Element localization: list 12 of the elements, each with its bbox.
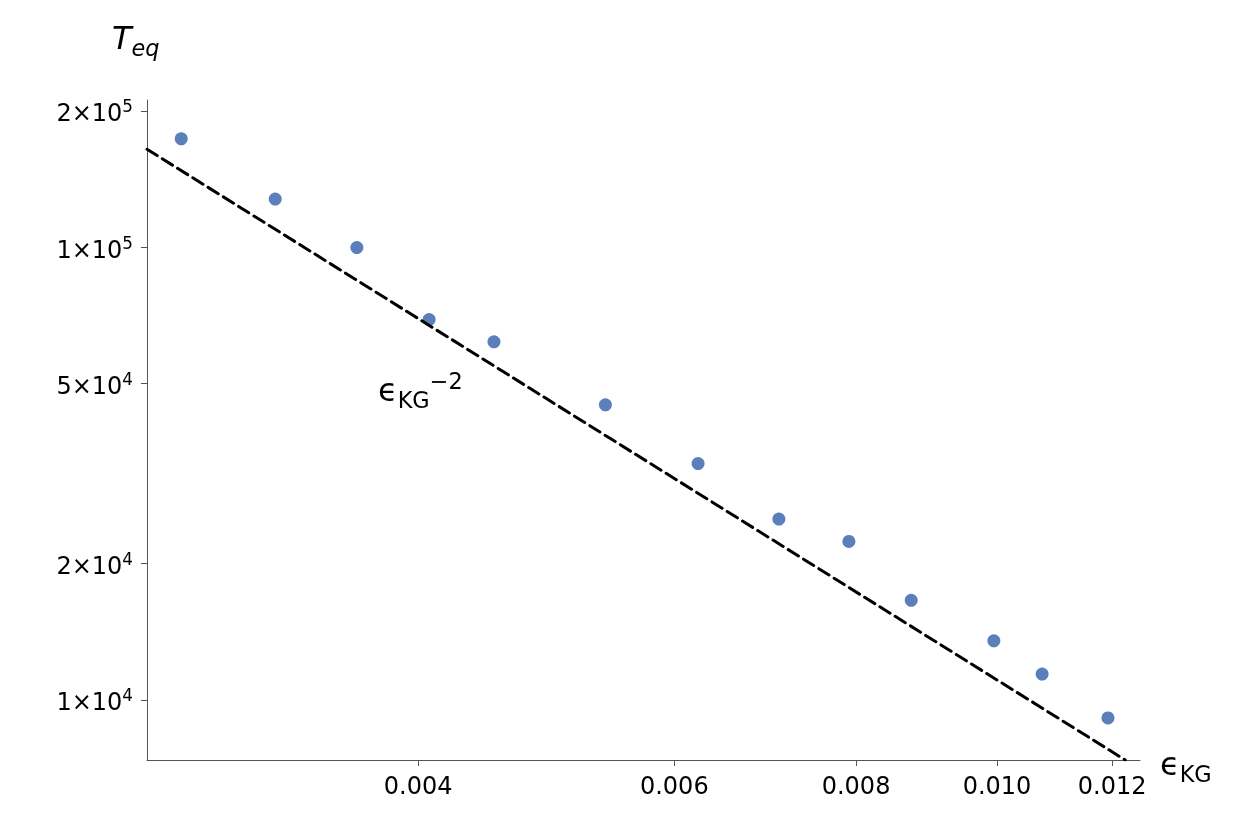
y-tick-label: 1×10$^{4}$ [56,684,133,716]
y-tick-label: 5×10$^{4}$ [56,368,133,400]
x-tick-label: 0.008 [821,772,891,800]
x-tick-label: 0.010 [962,772,1032,800]
x-tick-label: 0.006 [639,772,709,800]
x-tick-label: 0.004 [383,772,453,800]
y-tick-label: 1×10$^{5}$ [56,232,133,264]
x-axis-title: ϵ$_{KG}$ [1160,745,1212,788]
y-tick-label: 2×10$^{4}$ [56,548,133,580]
x-tick-label: 0.012 [1077,772,1147,800]
y-tick-label: 2×10$^{5}$ [56,95,133,127]
y-axis-title: T$_{eq}$ [112,19,160,62]
